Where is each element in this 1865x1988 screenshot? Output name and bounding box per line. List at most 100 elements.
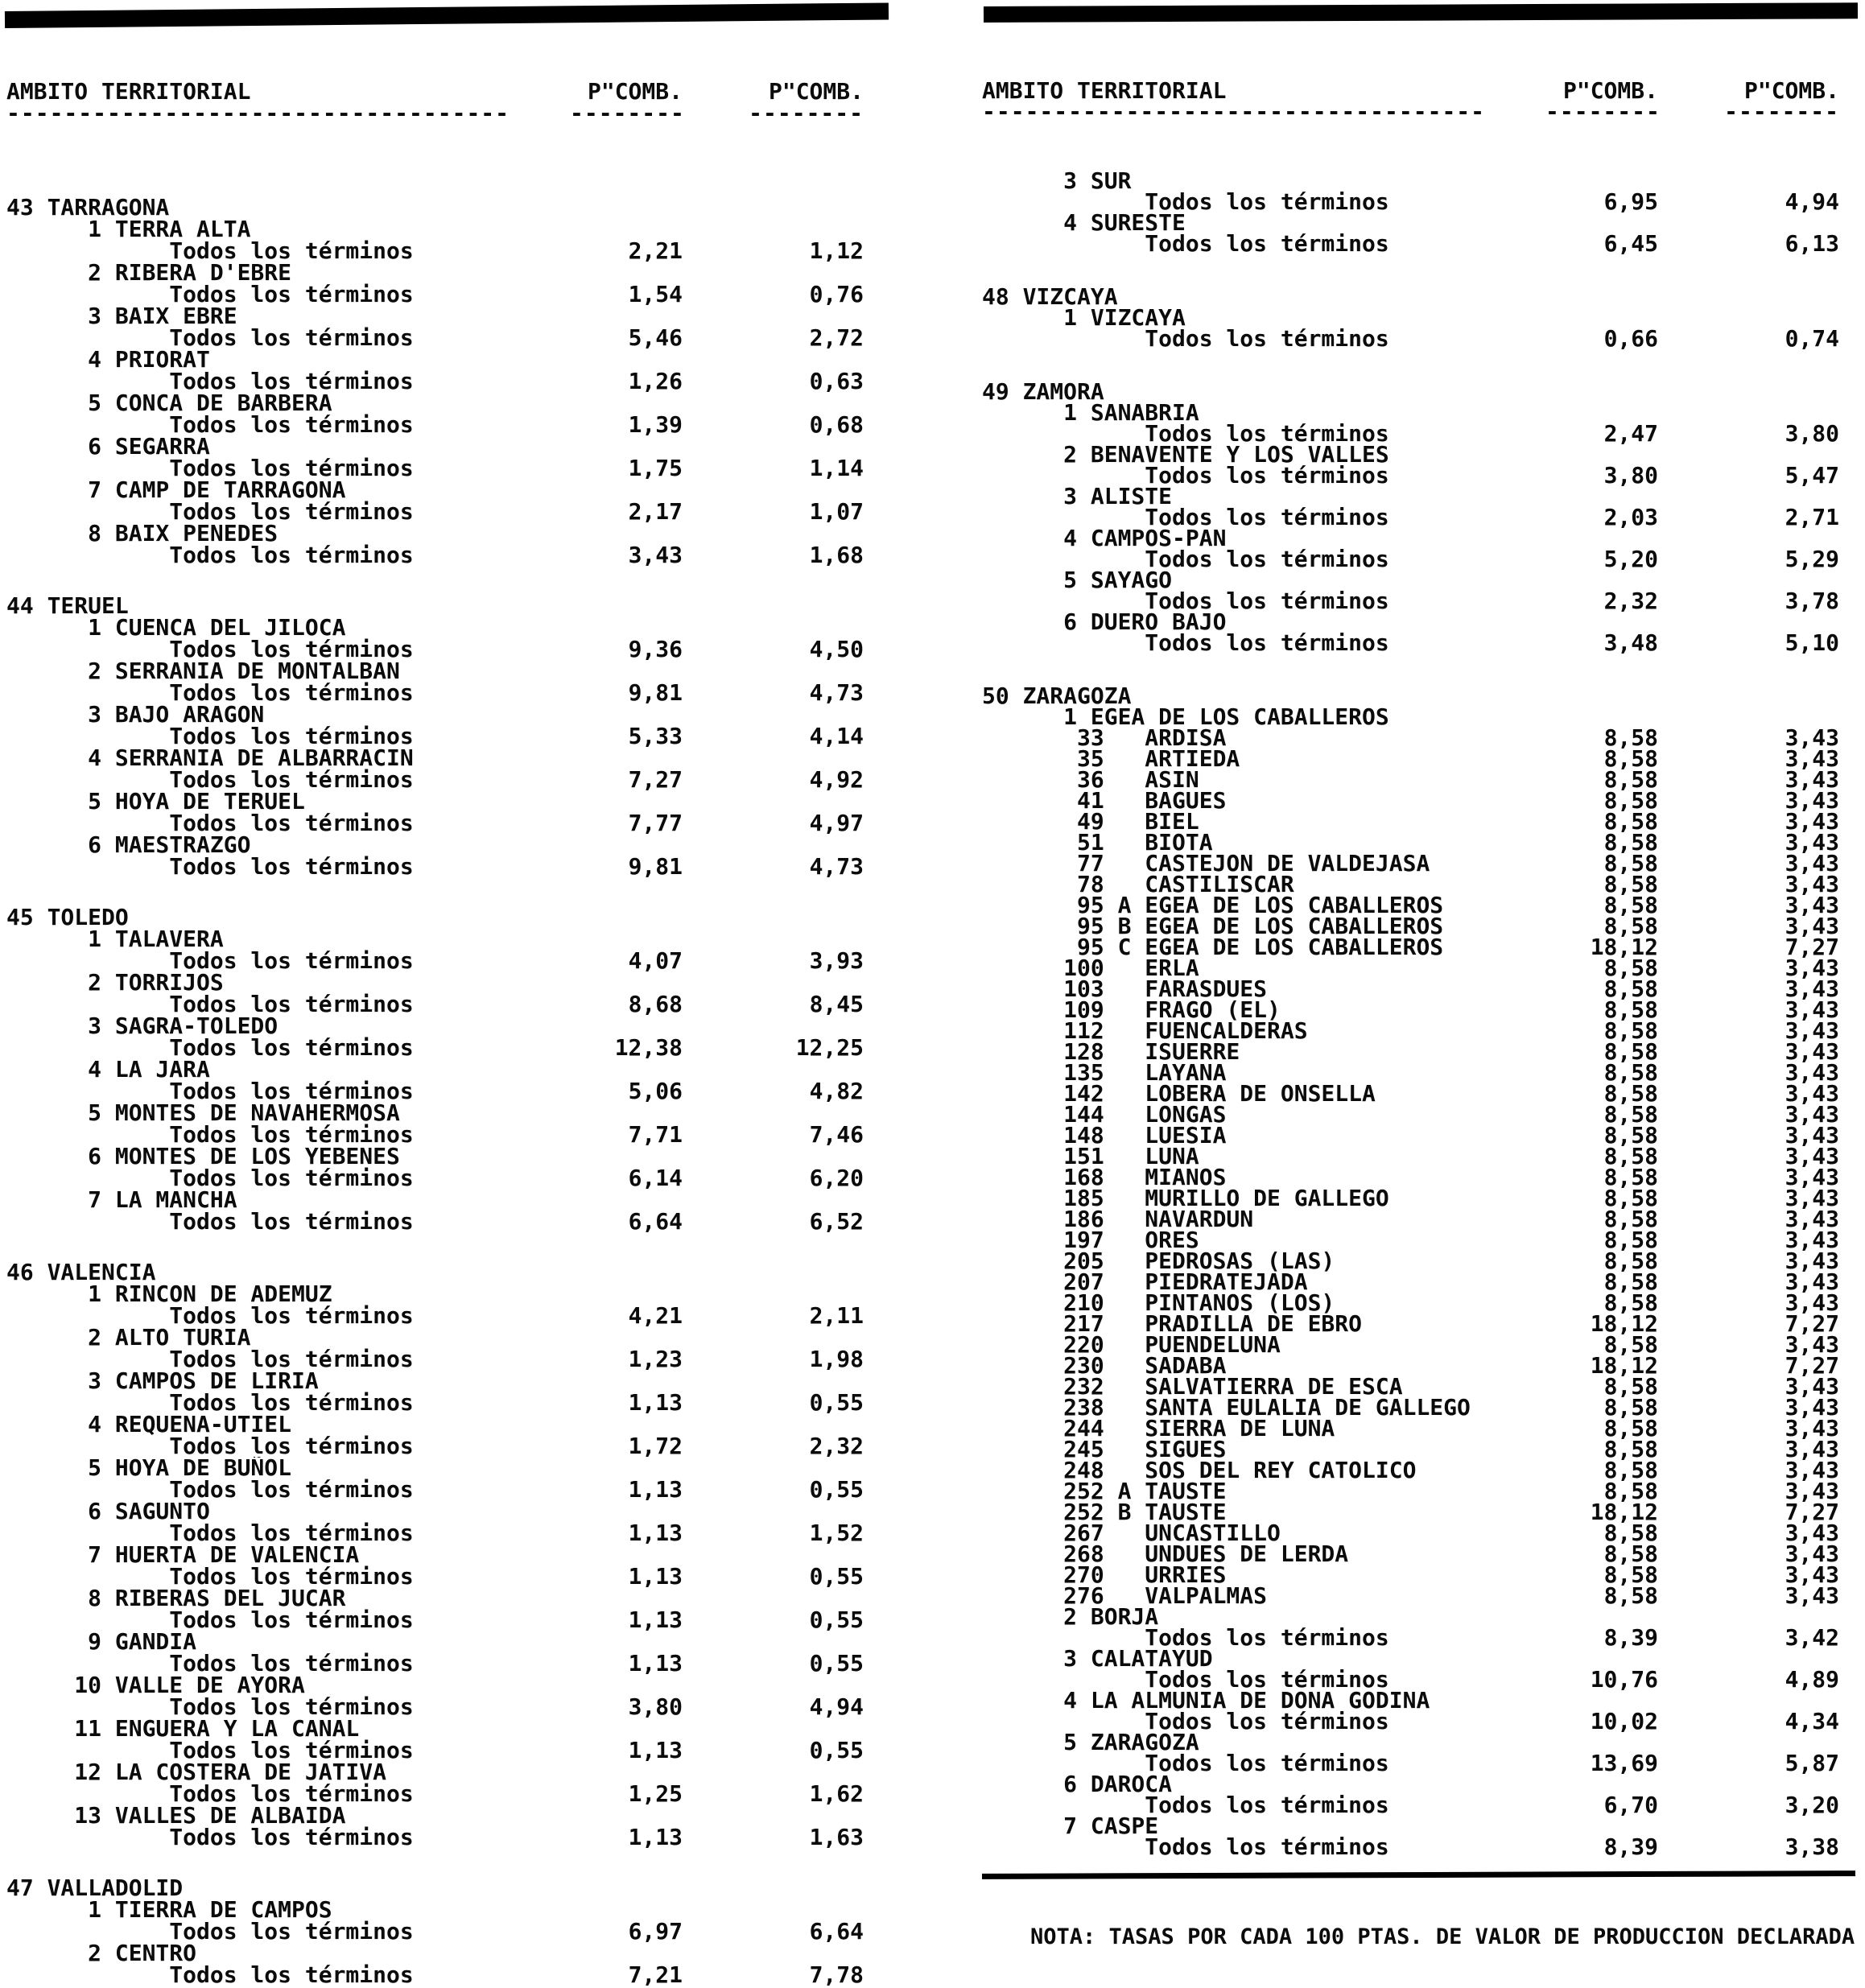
territory-label: 2 TORRIJOS <box>6 971 224 993</box>
rate-value-2: 3,43 <box>1785 1540 1839 1567</box>
rate-value-2 <box>683 1899 880 1920</box>
rate-value-2: 4,73 <box>809 853 864 880</box>
rate-value-2 <box>683 435 880 457</box>
territory-header-underline: ----------------------------------- <box>6 102 510 124</box>
area-row: 1 TALAVERA <box>6 928 880 950</box>
rate-value-2: 3,43 <box>1785 955 1839 981</box>
municipality-row: 112 FUENCALDERAS 8,58 3,43 <box>982 1017 1855 1044</box>
todos-row: Todos los términos 5,46 2,72 <box>6 327 880 349</box>
territory-label: 77 CASTEJON DE VALDEJASA <box>982 853 1430 874</box>
territory-label: Todos los términos <box>6 1211 414 1232</box>
todos-row: Todos los términos 4,07 3,93 <box>6 947 880 974</box>
rate-value-1 <box>570 1804 683 1826</box>
area-row: 2 CENTRO <box>6 1942 880 1964</box>
rate-value-2: 1,12 <box>809 237 864 264</box>
area-row: 2 BENAVENTE Y LOS VALLES <box>982 444 1855 465</box>
rate-value-1 <box>570 1326 683 1348</box>
todos-row: Todos los términos 1,23 1,98 <box>6 1346 880 1372</box>
territory-label: Todos los términos <box>6 1964 414 1986</box>
todos-row: Todos los términos 6,64 6,52 <box>6 1211 880 1233</box>
territory-label: Todos los términos <box>982 633 1389 654</box>
rate-value-2: 1,98 <box>809 1346 864 1372</box>
rate-value-1: 5,46 <box>628 324 683 351</box>
territory-label: Todos los términos <box>6 1609 414 1631</box>
territory-label: 2 CENTRO <box>6 1942 197 1964</box>
rate-value-2: 4,82 <box>809 1078 864 1104</box>
rate-value-2 <box>683 971 880 993</box>
rate-value-1: 8,58 <box>1603 1582 1658 1609</box>
territory-label: 2 BORJA <box>982 1606 1159 1627</box>
territory-label: 41 BAGUES <box>982 790 1227 811</box>
rate-value-1: 8,58 <box>1603 1478 1658 1504</box>
rate-value-2: 3,43 <box>1785 766 1839 793</box>
rate-value-1 <box>570 928 683 950</box>
rate-value-2: 3,43 <box>1785 1185 1839 1211</box>
rate-value-1: 6,97 <box>628 1918 683 1945</box>
municipality-row: 128 ISUERRE 8,58 3,43 <box>982 1041 1855 1063</box>
rate-value-2: 0,55 <box>809 1650 864 1677</box>
rate-value-2: 0,76 <box>809 281 864 307</box>
area-row: 6 MONTES DE LOS YEBENES <box>6 1145 880 1167</box>
todos-row: Todos los términos 1,13 0,55 <box>6 1609 880 1631</box>
rate-value-1 <box>570 703 683 725</box>
todos-row: Todos los términos 2,17 1,07 <box>6 501 880 523</box>
territory-label: 45 TOLEDO <box>6 906 129 928</box>
rate-value-1: 7,77 <box>628 810 683 836</box>
rate-value-1 <box>570 1761 683 1783</box>
municipality-row: 276 VALPALMAS 8,58 3,43 <box>982 1582 1855 1609</box>
area-row: 5 SAYAGO <box>982 570 1855 591</box>
rate-value-2: 3,80 <box>1785 420 1839 447</box>
territory-label: 1 TALAVERA <box>6 928 224 950</box>
todos-row: Todos los términos 7,27 4,92 <box>6 769 880 791</box>
territory-label: 100 ERLA <box>982 958 1199 979</box>
rate-value-1: 1,13 <box>628 1606 683 1633</box>
municipality-row: 100 ERLA 8,58 3,43 <box>982 955 1855 981</box>
territory-label: 186 NAVARDUN <box>982 1209 1254 1230</box>
rate-value-2: 2,71 <box>1785 504 1839 530</box>
territory-label: 36 ASIN <box>982 769 1199 790</box>
rate-value-2: 3,43 <box>1785 1206 1839 1232</box>
territory-label: Todos los términos <box>6 1037 414 1058</box>
territory-label: 47 VALLADOLID <box>6 1877 184 1899</box>
rate-value-2: 3,43 <box>1785 1248 1839 1274</box>
municipality-row: 230 SADABA 18,12 7,27 <box>982 1355 1855 1377</box>
bottom-rule <box>981 1870 1856 1879</box>
todos-row: Todos los términos 6,14 6,20 <box>6 1167 880 1190</box>
territory-label: 6 SAGUNTO <box>6 1500 210 1522</box>
todos-row: Todos los términos 1,13 0,55 <box>6 1392 880 1414</box>
territory-label: Todos los términos <box>6 283 414 305</box>
territory-label: Todos los términos <box>6 1920 414 1942</box>
territory-label: Todos los términos <box>6 1305 414 1326</box>
area-row: 4 REQUENA-UTIEL <box>6 1413 880 1435</box>
rate-value-2: 3,43 <box>1785 1059 1839 1086</box>
territory-label: Todos los términos <box>6 1652 414 1674</box>
territory-label: 5 MONTES DE NAVAHERMOSA <box>6 1102 400 1124</box>
rate-value-2 <box>683 1413 880 1435</box>
rate-value-1: 0,66 <box>1603 325 1658 352</box>
rate-value-1: 8,58 <box>1603 808 1658 835</box>
territory-label: 3 CAMPOS DE LIRIA <box>6 1370 319 1392</box>
todos-row: Todos los términos 1,13 1,52 <box>6 1522 880 1545</box>
rate-value-2 <box>683 479 880 501</box>
territory-label: 3 SUR <box>982 171 1132 192</box>
todos-row: Todos los términos 5,06 4,82 <box>6 1078 880 1104</box>
territory-label: 10 VALLE DE AYORA <box>6 1674 305 1696</box>
rate-value-2: 2,11 <box>809 1302 864 1329</box>
territory-label: 35 ARTIEDA <box>982 749 1240 769</box>
rate-value-1 <box>570 1261 683 1283</box>
rate-value-1: 8,58 <box>1603 1227 1658 1253</box>
territory-label: 270 URRIES <box>982 1565 1227 1586</box>
rate-value-1: 4,07 <box>628 947 683 974</box>
header-underline-row: ----------------------------------- ----… <box>982 101 1855 123</box>
todos-row: Todos los términos 4,21 2,11 <box>6 1302 880 1329</box>
todos-row: Todos los términos 5,20 5,29 <box>982 548 1855 571</box>
area-row: 3 BAIX EBRE <box>6 305 880 327</box>
province-row: 45 TOLEDO <box>6 906 880 928</box>
rate-value-2 <box>683 392 880 414</box>
rate-value-1: 8,58 <box>1603 1017 1658 1044</box>
territory-label: 11 ENGUERA Y LA CANAL <box>6 1718 360 1739</box>
territory-label: 7 HUERTA DE VALENCIA <box>6 1544 360 1565</box>
rate-value-2 <box>683 1761 880 1783</box>
todos-row: Todos los términos 8,39 3,38 <box>982 1836 1855 1858</box>
rate-value-1: 5,06 <box>628 1078 683 1104</box>
